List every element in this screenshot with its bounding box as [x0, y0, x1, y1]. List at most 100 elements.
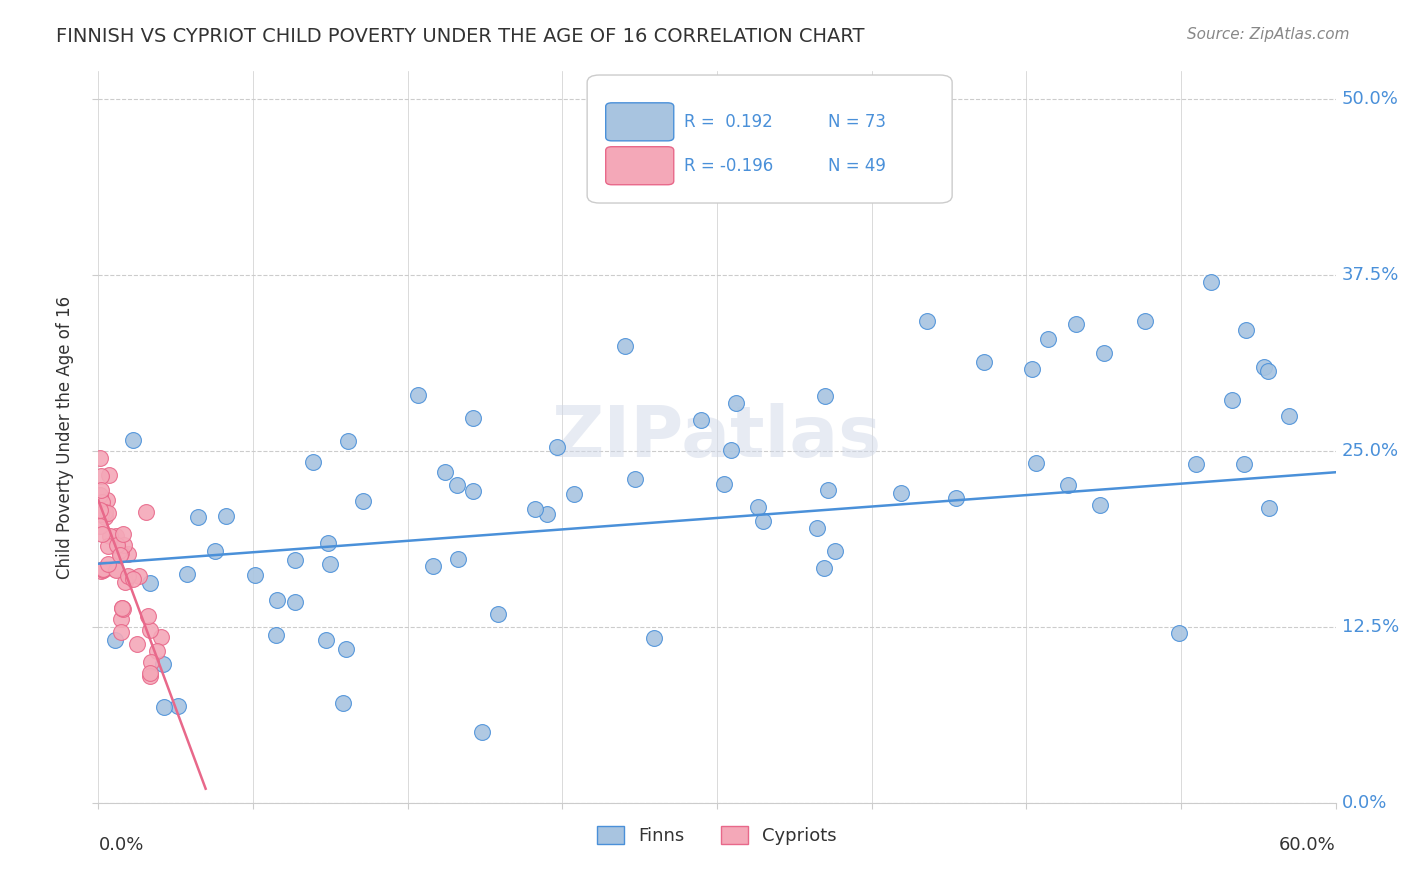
Point	[112, 538, 135, 552]
Point	[1036, 332, 1059, 346]
Point	[1257, 501, 1279, 516]
Point	[406, 387, 429, 401]
Text: ZIPatlas: ZIPatlas	[553, 402, 882, 472]
Point	[135, 505, 157, 519]
Point	[90, 507, 112, 521]
Text: 0.0%: 0.0%	[1341, 794, 1388, 812]
Point	[204, 544, 226, 558]
Point	[117, 548, 139, 562]
Point	[1133, 314, 1156, 328]
Point	[139, 665, 162, 680]
Point	[264, 628, 287, 642]
Point	[117, 569, 139, 583]
Text: R = -0.196: R = -0.196	[683, 157, 773, 175]
Point	[824, 544, 846, 558]
Point	[104, 563, 127, 577]
Text: N = 49: N = 49	[828, 157, 886, 175]
Text: 25.0%: 25.0%	[1341, 442, 1399, 460]
Point	[1185, 457, 1208, 471]
Point	[814, 389, 837, 403]
Point	[614, 339, 637, 353]
Point	[91, 563, 114, 577]
Point	[945, 491, 967, 505]
Point	[89, 487, 111, 501]
Point	[470, 725, 492, 739]
Point	[104, 633, 127, 648]
Point	[114, 575, 136, 590]
Point	[93, 562, 115, 576]
Point	[90, 469, 112, 483]
Point	[1064, 317, 1087, 331]
Point	[97, 507, 120, 521]
Point	[624, 472, 647, 486]
Point	[546, 441, 568, 455]
Point	[690, 413, 713, 427]
Text: Source: ZipAtlas.com: Source: ZipAtlas.com	[1187, 27, 1350, 42]
Point	[112, 527, 135, 541]
Point	[422, 558, 444, 573]
Point	[1253, 360, 1275, 375]
Point	[89, 519, 111, 533]
Point	[806, 521, 828, 535]
Point	[284, 595, 307, 609]
Point	[97, 539, 120, 553]
Point	[315, 633, 337, 648]
Point	[1278, 409, 1301, 423]
Point	[562, 487, 585, 501]
Point	[1092, 346, 1115, 360]
Point	[111, 600, 134, 615]
Text: 50.0%: 50.0%	[1341, 90, 1399, 109]
Point	[720, 442, 742, 457]
Point	[536, 507, 558, 521]
Point	[890, 486, 912, 500]
Point	[110, 546, 132, 560]
Point	[187, 509, 209, 524]
Point	[336, 434, 359, 448]
Point	[266, 592, 288, 607]
Point	[111, 601, 134, 615]
Point	[110, 624, 132, 639]
Point	[139, 669, 162, 683]
Text: 37.5%: 37.5%	[1341, 267, 1399, 285]
Point	[1088, 498, 1111, 512]
Point	[316, 535, 339, 549]
Point	[817, 483, 839, 498]
Point	[152, 657, 174, 672]
Point	[830, 122, 852, 136]
Point	[447, 552, 470, 566]
Point	[93, 505, 115, 519]
Point	[90, 483, 112, 498]
Point	[461, 411, 484, 425]
Point	[136, 609, 159, 624]
Point	[98, 529, 121, 543]
Text: R =  0.192: R = 0.192	[683, 112, 772, 131]
Point	[90, 495, 112, 509]
Point	[1257, 364, 1279, 378]
Point	[97, 467, 120, 482]
Point	[751, 514, 773, 528]
Point	[94, 509, 117, 524]
Point	[89, 503, 111, 517]
Point	[105, 538, 128, 552]
Point	[433, 465, 456, 479]
Point	[713, 476, 735, 491]
Text: 12.5%: 12.5%	[1341, 618, 1399, 636]
Y-axis label: Child Poverty Under the Age of 16: Child Poverty Under the Age of 16	[56, 295, 75, 579]
Point	[352, 493, 374, 508]
Text: N = 73: N = 73	[828, 112, 886, 131]
Point	[122, 433, 145, 447]
Point	[243, 568, 266, 582]
FancyBboxPatch shape	[588, 75, 952, 203]
Point	[104, 529, 127, 543]
Point	[319, 557, 342, 571]
Point	[121, 572, 143, 586]
Point	[90, 564, 112, 578]
Point	[139, 655, 162, 669]
FancyBboxPatch shape	[606, 146, 673, 185]
Text: 0.0%: 0.0%	[98, 836, 143, 854]
Point	[973, 355, 995, 369]
Point	[284, 553, 307, 567]
Point	[301, 454, 323, 468]
Point	[1201, 275, 1223, 289]
Point	[915, 314, 938, 328]
